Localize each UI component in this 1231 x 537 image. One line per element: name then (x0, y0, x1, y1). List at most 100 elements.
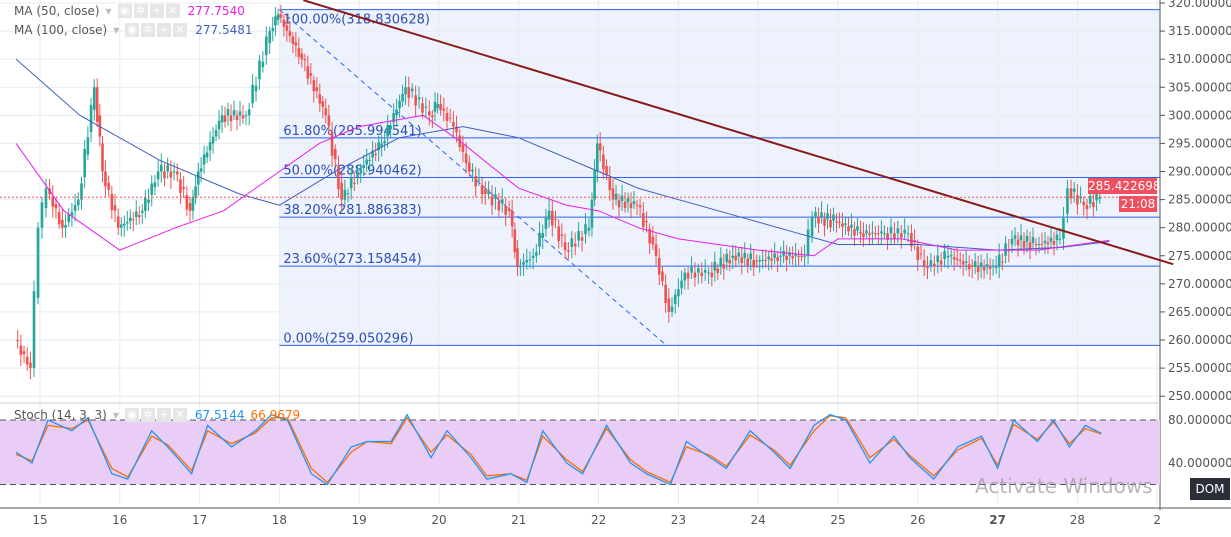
candle-body (191, 197, 195, 211)
candle-body (199, 168, 203, 172)
candle-body (967, 264, 971, 270)
stoch-d-value: 66.9679 (250, 407, 301, 422)
eye-icon[interactable]: ◉ (117, 4, 132, 18)
candle-body (755, 260, 759, 262)
candle-body (61, 219, 64, 228)
close-icon[interactable]: ✕ (173, 23, 188, 37)
close-icon[interactable]: ✕ (172, 408, 187, 422)
candle-body (404, 87, 407, 95)
candle-body (785, 255, 788, 261)
candle-body (722, 264, 726, 269)
gear-icon[interactable]: ✲ (133, 4, 148, 18)
candle-body (544, 216, 548, 229)
candle-body (791, 255, 794, 259)
candle-body (95, 87, 99, 122)
candle-body (217, 120, 221, 130)
candle-body (163, 171, 166, 179)
eye-icon[interactable]: ◉ (125, 23, 140, 37)
candle-body (670, 306, 674, 312)
candle-body (573, 243, 577, 247)
candle-body (137, 215, 141, 218)
candle-body (380, 143, 383, 147)
gear-icon[interactable]: ✲ (140, 408, 155, 422)
candle-body (1062, 218, 1065, 239)
candle-body (392, 113, 395, 123)
candle-body (134, 211, 138, 218)
gear-icon[interactable]: ✲ (141, 23, 156, 37)
candle-body (961, 261, 965, 265)
y-tick-label: 285.000000 (1168, 193, 1231, 207)
candle-body (188, 202, 192, 211)
candle-body (635, 204, 639, 206)
candle-body (913, 240, 916, 242)
candle-body (850, 224, 853, 228)
candle-body (728, 259, 732, 264)
candle-body (677, 289, 680, 297)
current-price-label: 285.422698 (1088, 178, 1161, 194)
candle-body (806, 229, 810, 256)
plus-icon[interactable]: + (149, 4, 164, 18)
candle-body (172, 171, 176, 173)
candle-body (710, 272, 714, 278)
candle-body (407, 87, 411, 98)
candle-body (1082, 201, 1086, 206)
candle-body (522, 261, 525, 265)
candle-body (862, 233, 865, 237)
candle-body (244, 115, 248, 117)
candle-body (264, 36, 268, 56)
ma100-value: 277.5481 (195, 22, 253, 37)
candle-body (832, 214, 835, 221)
chevron-down-icon[interactable]: ▾ (112, 407, 119, 422)
candle-body (910, 233, 913, 247)
watermark: Activate Windows (975, 474, 1153, 498)
candle-body (36, 227, 40, 298)
candle-body (461, 144, 465, 153)
candle-body (952, 257, 956, 260)
eye-icon[interactable]: ◉ (124, 408, 139, 422)
legend-stoch[interactable]: Stoch (14, 3, 3) ▾ ◉ ✲ + ✕ 67.5144 66.9679 (14, 407, 300, 422)
stoch-label: Stoch (14, 3, 3) (14, 407, 107, 422)
candle-body (448, 117, 452, 119)
candle-body (516, 248, 519, 267)
candle-body (731, 255, 735, 258)
candle-body (835, 221, 838, 223)
candle-body (936, 255, 940, 263)
candle-body (483, 189, 487, 194)
candle-body (673, 294, 677, 305)
candle-body (617, 200, 621, 208)
candle-body (605, 165, 608, 175)
candle-body (309, 73, 313, 76)
close-icon[interactable]: ✕ (165, 4, 180, 18)
candle-body (853, 229, 856, 236)
x-tick-label: 23 (671, 513, 686, 527)
candle-body (92, 87, 96, 110)
candle-body (994, 266, 998, 268)
ma50-value: 277.7540 (187, 3, 245, 18)
candle-body (547, 210, 551, 220)
fib-level-label: 61.80%(295.994541) (283, 124, 421, 139)
candle-body (567, 250, 570, 252)
legend-ma50[interactable]: MA (50, close) ▾ ◉ ✲ + ✕ 277.7540 (14, 3, 245, 18)
candle-body (587, 227, 591, 231)
plus-icon[interactable]: + (156, 408, 171, 422)
candle-body (428, 111, 431, 116)
fib-level-label: 23.60%(273.158454) (283, 252, 421, 267)
candle-body (645, 220, 648, 223)
candle-body (903, 229, 906, 234)
legend-ma100[interactable]: MA (100, close) ▾ ◉ ✲ + ✕ 277.5481 (14, 22, 252, 37)
plus-icon[interactable]: + (157, 23, 172, 37)
y-tick-label: 300.000000 (1168, 108, 1231, 122)
candle-body (584, 224, 587, 235)
candle-body (899, 233, 903, 238)
candle-body (445, 113, 449, 121)
candle-body (362, 165, 365, 168)
chevron-down-icon[interactable]: ▾ (113, 22, 120, 37)
chevron-down-icon[interactable]: ▾ (105, 3, 112, 18)
candle-body (510, 210, 514, 227)
candle-body (946, 255, 950, 258)
candle-body (598, 143, 602, 151)
candle-body (525, 259, 529, 263)
dom-button[interactable]: DOM (1190, 478, 1230, 500)
candle-body (841, 223, 844, 227)
